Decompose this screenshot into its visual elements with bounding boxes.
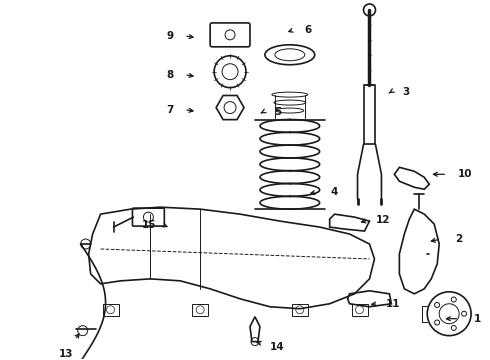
Text: 7: 7 [166, 104, 173, 114]
Text: 12: 12 [376, 215, 390, 225]
Text: 8: 8 [166, 70, 173, 80]
Text: 14: 14 [270, 342, 285, 352]
Text: 5: 5 [274, 107, 282, 117]
Text: 9: 9 [166, 31, 173, 41]
Text: 3: 3 [402, 87, 409, 96]
Text: 6: 6 [304, 25, 312, 35]
Text: 11: 11 [386, 299, 400, 309]
Text: 15: 15 [142, 220, 156, 230]
Text: 1: 1 [473, 314, 481, 324]
Text: 13: 13 [58, 349, 73, 359]
Text: 10: 10 [458, 169, 472, 179]
Text: 2: 2 [456, 234, 463, 244]
Text: 4: 4 [331, 187, 338, 197]
